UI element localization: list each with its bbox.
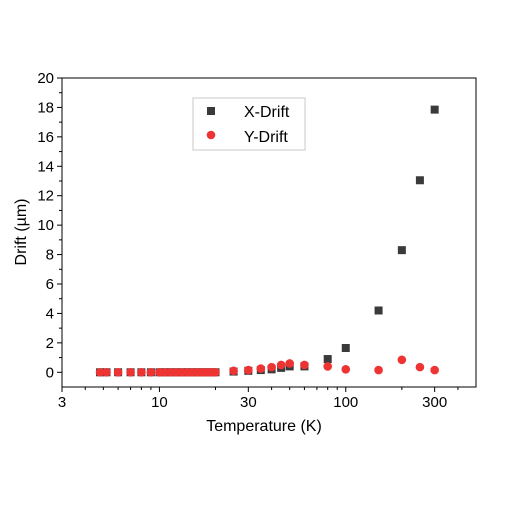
data-point-x-drift	[430, 105, 439, 114]
legend: X-Drift Y-Drift	[192, 97, 306, 151]
data-point-y-drift	[267, 362, 276, 372]
y-axis-title: Drift (µm)	[13, 199, 30, 266]
y-tick-label: 14	[37, 158, 54, 175]
x-axis-title: Temperature (K)	[206, 418, 322, 435]
y-tick-label: 4	[46, 305, 54, 322]
x-tick-label: 30	[240, 394, 257, 411]
y-tick-label: 12	[37, 188, 54, 205]
legend-label-x-drift: X-Drift	[244, 104, 290, 121]
legend-label-y-drift: Y-Drift	[244, 129, 288, 146]
y-axis: 0 2 4 6 8 10 12 14 16 18 20	[37, 70, 62, 381]
data-point-y-drift	[95, 367, 105, 377]
data-point-y-drift	[415, 362, 425, 372]
legend-box	[192, 97, 306, 151]
y-tick-label: 0	[46, 364, 54, 381]
x-tick-label: 10	[151, 394, 168, 411]
data-point-y-drift	[256, 364, 266, 373]
data-point-y-drift	[244, 365, 253, 375]
data-point-y-drift	[300, 360, 309, 370]
data-point-x-drift	[374, 306, 383, 315]
data-point-y-drift	[397, 355, 407, 365]
legend-marker-x-drift	[207, 107, 215, 115]
data-point-x-drift	[341, 344, 350, 353]
data-point-y-drift	[113, 367, 123, 377]
data-point-y-drift	[276, 360, 286, 370]
y-tick-label: 18	[37, 99, 54, 116]
x-tick-label: 100	[333, 394, 358, 411]
y-tick-label: 2	[46, 335, 54, 352]
x-tick-label: 300	[422, 394, 447, 411]
plot-frame	[61, 77, 477, 388]
data-point-y-drift	[137, 367, 146, 377]
y-tick-label: 8	[46, 247, 54, 264]
y-tick-label: 10	[37, 217, 54, 234]
series-y-drift	[95, 355, 439, 377]
data-point-y-drift	[374, 365, 383, 375]
data-point-y-drift	[323, 362, 333, 371]
data-point-y-drift	[146, 367, 156, 377]
data-point-x-drift	[415, 176, 424, 185]
data-point-y-drift	[102, 367, 111, 377]
x-tick-label: 3	[58, 394, 66, 411]
x-axis: 3 10 30 100 300	[58, 387, 459, 411]
y-tick-label: 6	[46, 276, 54, 293]
y-tick-label: 20	[37, 70, 54, 87]
data-point-y-drift	[430, 365, 439, 375]
data-point-x-drift	[323, 355, 332, 364]
data-point-x-drift	[397, 246, 406, 255]
data-series	[95, 105, 439, 377]
data-point-y-drift	[126, 367, 135, 377]
data-point-y-drift	[211, 367, 220, 377]
data-point-y-drift	[229, 366, 238, 376]
data-point-y-drift	[285, 359, 294, 368]
legend-marker-y-drift	[206, 130, 216, 140]
data-point-y-drift	[341, 365, 351, 374]
y-tick-label: 16	[37, 129, 54, 146]
